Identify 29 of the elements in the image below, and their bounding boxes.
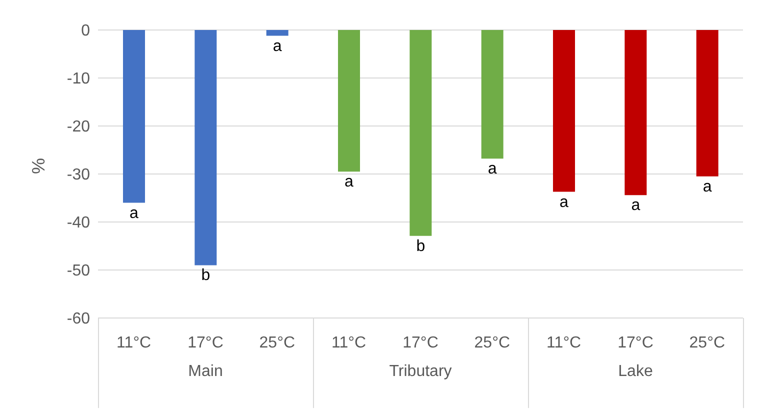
text: Lake [617, 363, 654, 381]
y-axis-title: % [28, 158, 48, 174]
data-label: a [344, 174, 354, 191]
y-tick-label: -50 [66, 262, 90, 280]
x-tick-label: 17°C [618, 334, 654, 352]
data-label: a [130, 204, 139, 222]
y-tick-label: -20 [66, 118, 90, 136]
x-tick-label: 11°C [116, 334, 152, 352]
x-tick-label: 17°C [188, 334, 224, 352]
x-tick-label: 11°C [546, 334, 582, 352]
data-label: a [702, 178, 712, 196]
y-tick-label: -60 [66, 310, 90, 328]
data-label: a [272, 38, 282, 55]
y-tick-label: 0 [81, 22, 90, 40]
data-label: a [560, 194, 569, 211]
data-label: a [488, 160, 497, 178]
y-tick-label: -40 [66, 214, 90, 232]
x-tick-label: 25°C [259, 334, 296, 352]
x-tick-label: 25°C [689, 334, 726, 352]
data-label: a [631, 197, 640, 214]
y-tick-label: -10 [66, 70, 90, 88]
y-tick-label: -30 [66, 166, 90, 184]
x-tick-label: 25°C [474, 334, 510, 352]
text: Main [187, 363, 224, 381]
x-tick-label: 17°C [402, 334, 438, 352]
x-tick-label: 11°C [332, 334, 366, 352]
text: Tributary [388, 363, 453, 381]
data-label: b [201, 267, 210, 284]
data-label: b [416, 238, 426, 255]
